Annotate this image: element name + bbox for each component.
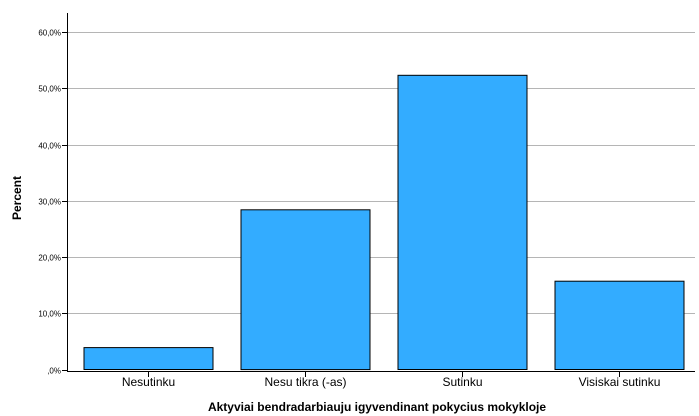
y-tick-label: 10,0% [38, 310, 61, 319]
y-tick-labels: ,0% 10,0% 20,0% 30,0% 40,0% 50,0% 60,0% [38, 29, 61, 376]
x-tick-label: Sutinku [442, 375, 482, 389]
gridlines [62, 32, 695, 371]
bar [397, 74, 528, 371]
y-tick-label: 60,0% [38, 29, 61, 38]
x-tick-label: Visiskai sutinku [579, 375, 661, 389]
y-tick-label: ,0% [47, 367, 61, 376]
y-tick-label: 20,0% [38, 254, 61, 263]
x-axis-title: Aktyviai bendradarbiauju igyvendinant po… [208, 400, 546, 414]
x-tick-label: Nesu tikra (-as) [264, 375, 346, 389]
bar [240, 209, 371, 371]
x-tick-labels: Nesutinku Nesu tikra (-as) Sutinku Visiskai… [122, 372, 661, 389]
y-tick-label: 50,0% [38, 85, 61, 94]
y-tick-label: 40,0% [38, 142, 61, 151]
y-tick-label: 30,0% [38, 198, 61, 207]
bar [83, 347, 214, 371]
x-tick-label: Nesutinku [122, 375, 175, 389]
bar [554, 280, 685, 371]
y-axis-title: Percent [10, 176, 24, 220]
bars [83, 74, 685, 371]
axes [67, 13, 695, 372]
